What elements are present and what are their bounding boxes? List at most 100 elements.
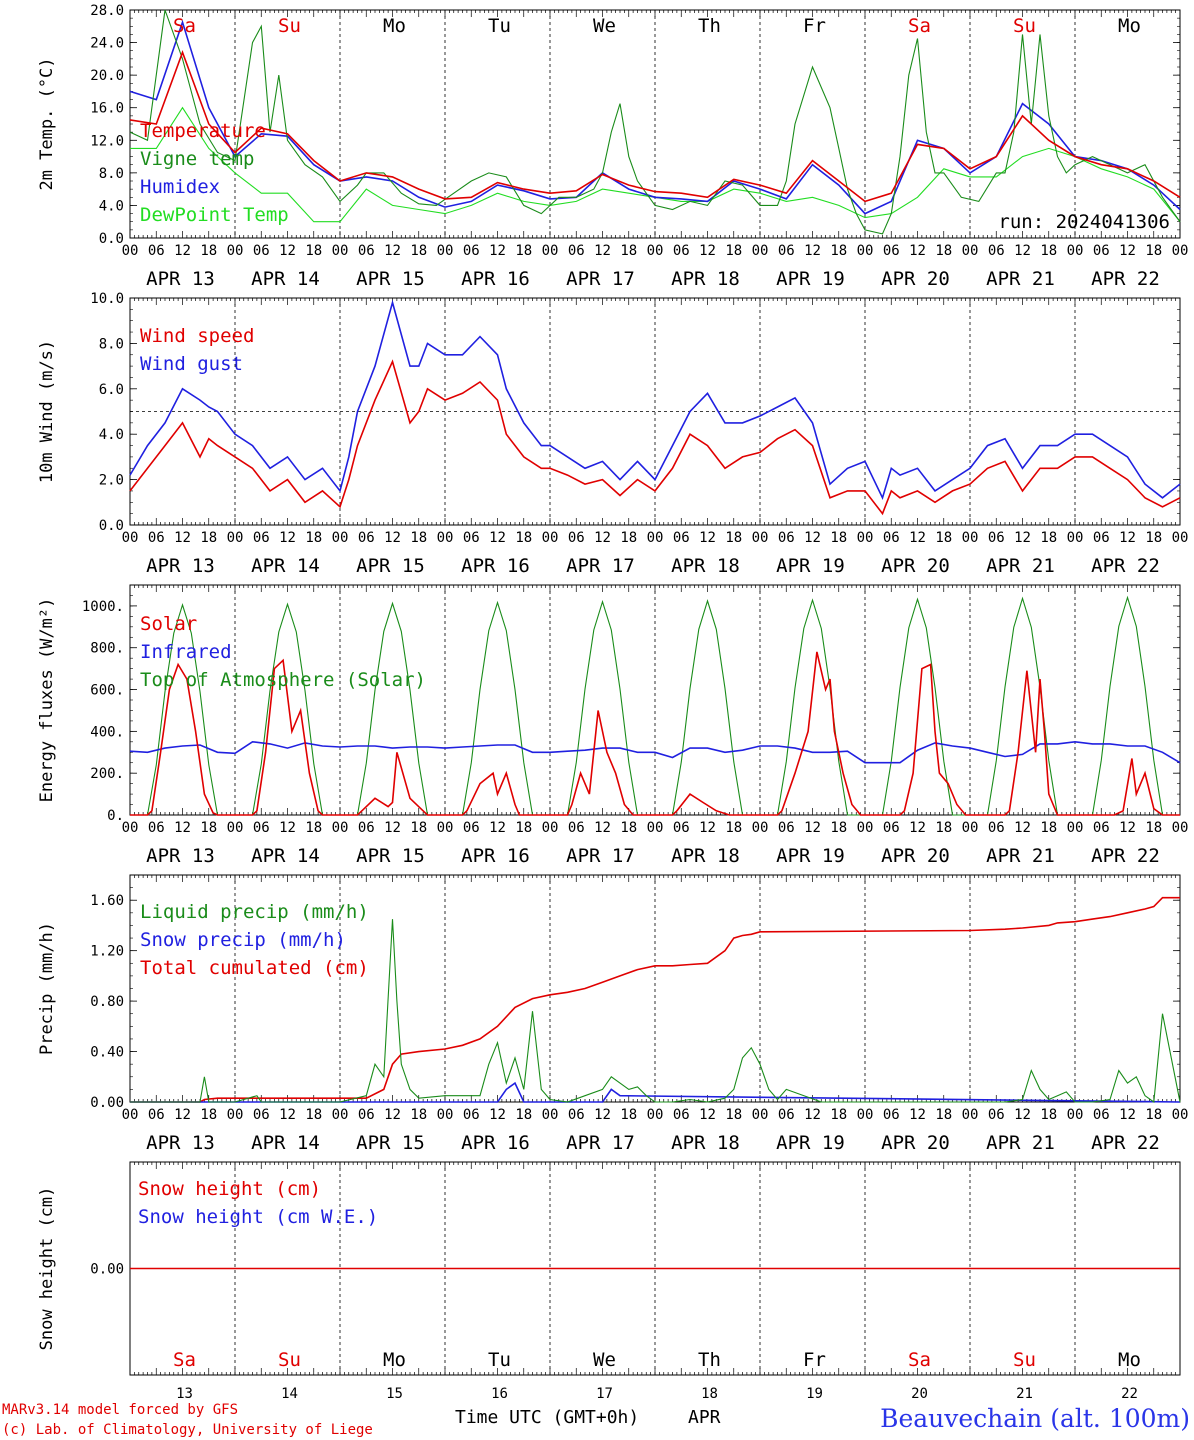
- x-date-label: APR 22: [1091, 555, 1160, 577]
- x-hour-label: 18: [1040, 243, 1057, 259]
- x-date-label: APR 16: [461, 268, 530, 290]
- x-hour-label: 00: [437, 243, 454, 259]
- x-hour-label: 00: [332, 820, 349, 836]
- x-hour-label: 12: [699, 243, 716, 259]
- series-line-humidex: [129, 19, 1181, 215]
- x-hour-label: 12: [909, 1107, 926, 1123]
- x-hour-label: 18: [620, 1107, 637, 1123]
- x-hour-label: 06: [568, 820, 585, 836]
- x-hour-label: 18: [830, 243, 847, 259]
- x-date-label: APR 20: [881, 845, 950, 867]
- y-tick-label: 20.0: [90, 68, 124, 84]
- x-hour-label: 18: [830, 530, 847, 546]
- x-hour-label: 00: [122, 820, 139, 836]
- lab-credit: (c) Lab. of Climatology, University of L…: [2, 1422, 373, 1438]
- panel-2: 0.0 2.0 4.0 6.0 8.0 10.0 10m Wind (m/s) Wind sp…: [37, 291, 1188, 577]
- y-tick-label: 0.40: [90, 1045, 124, 1061]
- x-hour-label: 12: [174, 243, 191, 259]
- x-hour-label: 06: [568, 530, 585, 546]
- x-hour-label: 12: [699, 530, 716, 546]
- x-date-label: APR 17: [566, 268, 635, 290]
- x-date-label: APR 18: [671, 268, 740, 290]
- legend-entry: Total cumulated (cm): [140, 957, 369, 979]
- y-tick-label: 0.: [107, 808, 124, 824]
- x-hour-label: 06: [673, 530, 690, 546]
- x-hour-label: 18: [830, 820, 847, 836]
- x-hour-label: 12: [384, 820, 401, 836]
- x-hour-label: 06: [988, 1107, 1005, 1123]
- x-hour-label: 00: [542, 820, 559, 836]
- y-tick-label: 10.0: [90, 291, 124, 307]
- x-hour-label: 18: [620, 243, 637, 259]
- y-tick-label: 400.: [90, 724, 124, 740]
- x-hour-label: 12: [909, 243, 926, 259]
- y-tick-label: 6.0: [99, 382, 124, 398]
- x-hour-label: 18: [620, 820, 637, 836]
- x-date-label: APR 13: [146, 268, 215, 290]
- x-hour-label: 18: [725, 820, 742, 836]
- x-hour-label: 06: [883, 243, 900, 259]
- x-hour-label: 12: [1119, 820, 1136, 836]
- station-name: Beauvechain (alt. 100m): [880, 1404, 1190, 1433]
- x-hour-label: 00: [752, 530, 769, 546]
- x-date-label: APR 20: [881, 268, 950, 290]
- x-date-label: APR 13: [146, 555, 215, 577]
- x-hour-label: 18: [1040, 1107, 1057, 1123]
- x-date-label: APR 14: [251, 845, 320, 867]
- x-hour-label: 00: [1067, 820, 1084, 836]
- x-hour-label: 00: [122, 243, 139, 259]
- x-hour-label: 00: [1172, 1107, 1189, 1123]
- bottom-date-label: 16: [491, 1386, 508, 1402]
- x-hour-label: 12: [489, 820, 506, 836]
- day-of-week-label: Th: [698, 1349, 721, 1371]
- bottom-date-label: 15: [386, 1386, 403, 1402]
- x-hour-label: 06: [253, 243, 270, 259]
- x-hour-label: 06: [148, 820, 165, 836]
- x-axis-month: APR: [688, 1407, 721, 1428]
- x-hour-label: 00: [227, 820, 244, 836]
- x-hour-label: 12: [1119, 530, 1136, 546]
- day-of-week-label: Sa: [173, 1349, 196, 1371]
- y-axis-label: Precip (mm/h): [37, 922, 57, 1055]
- x-hour-label: 18: [410, 530, 427, 546]
- x-hour-label: 12: [804, 243, 821, 259]
- x-hour-label: 18: [305, 820, 322, 836]
- x-hour-label: 18: [725, 530, 742, 546]
- y-tick-label: 12.0: [90, 133, 124, 149]
- x-hour-label: 00: [1172, 820, 1189, 836]
- bottom-date-label: 13: [176, 1386, 193, 1402]
- x-hour-label: 06: [148, 243, 165, 259]
- day-of-week-label: Mo: [383, 1349, 406, 1371]
- x-hour-label: 18: [305, 530, 322, 546]
- x-hour-label: 00: [437, 530, 454, 546]
- x-hour-label: 12: [279, 820, 296, 836]
- y-tick-label: 28.0: [90, 3, 124, 19]
- bottom-date-label: 17: [596, 1386, 613, 1402]
- legend-entry: DewPoint Temp: [140, 204, 289, 226]
- x-date-label: APR 19: [776, 555, 845, 577]
- x-hour-label: 18: [200, 530, 217, 546]
- x-hour-label: 18: [410, 1107, 427, 1123]
- day-of-week-label: Th: [698, 15, 721, 37]
- x-date-label: APR 14: [251, 555, 320, 577]
- x-hour-label: 00: [332, 243, 349, 259]
- x-hour-label: 00: [857, 820, 874, 836]
- day-of-week-label: Su: [278, 1349, 301, 1371]
- x-hour-label: 06: [883, 1107, 900, 1123]
- x-date-label: APR 16: [461, 845, 530, 867]
- x-date-label: APR 22: [1091, 268, 1160, 290]
- x-hour-label: 06: [988, 243, 1005, 259]
- series-line-temperature: [129, 49, 1181, 203]
- x-hour-label: 12: [279, 530, 296, 546]
- x-hour-label: 12: [174, 1107, 191, 1123]
- x-hour-label: 00: [962, 243, 979, 259]
- x-date-label: APR 19: [776, 268, 845, 290]
- x-date-label: APR 20: [881, 1132, 950, 1154]
- x-hour-label: 06: [148, 530, 165, 546]
- x-date-label: APR 19: [776, 845, 845, 867]
- x-hour-label: 18: [830, 1107, 847, 1123]
- legend-entry: Snow height (cm W.E.): [138, 1206, 378, 1228]
- x-hour-label: 12: [594, 1107, 611, 1123]
- x-hour-label: 06: [673, 820, 690, 836]
